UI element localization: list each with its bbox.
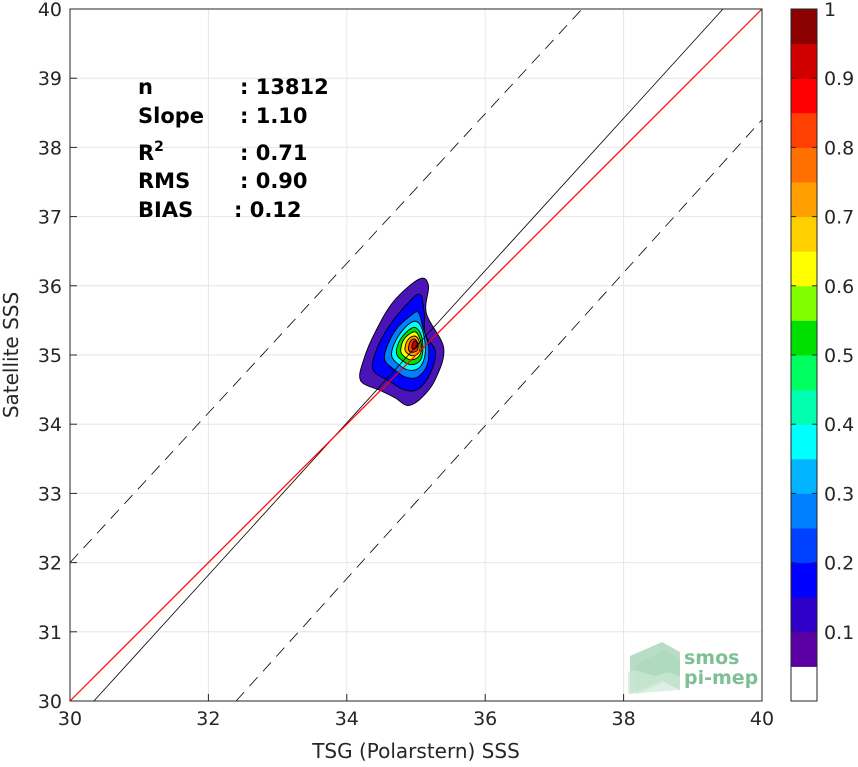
colorbar-tick-label: 0.6 bbox=[824, 276, 854, 298]
colorbar-swatch bbox=[791, 112, 817, 148]
stat-value-slope: : 1.10 bbox=[240, 104, 308, 128]
statistics-box: n : 13812 Slope : 1.10 R2 : 0.71 RMS : 0.90 BIAS… bbox=[138, 75, 329, 222]
stat-label-r: R2 bbox=[138, 139, 164, 165]
colorbar-tick-label: 0.4 bbox=[824, 414, 854, 436]
regression-line bbox=[93, 8, 724, 702]
watermark-text-smos: smos bbox=[684, 647, 739, 669]
colorbar-swatch bbox=[791, 251, 817, 287]
x-tick-label: 36 bbox=[473, 708, 497, 730]
colorbar-swatch bbox=[791, 78, 817, 114]
colorbar-swatch bbox=[791, 493, 817, 529]
stat-value-bias: : 0.12 bbox=[234, 198, 302, 222]
colorbar-tick-label: 1 bbox=[824, 0, 836, 21]
y-tick-label: 33 bbox=[38, 483, 62, 505]
stat-value-r: : 0.71 bbox=[240, 141, 308, 165]
y-axis-ticks: 30 31 32 33 34 35 36 37 38 39 40 bbox=[38, 0, 77, 713]
y-tick-label: 38 bbox=[38, 137, 62, 159]
stat-value-n: : 13812 bbox=[240, 75, 329, 99]
colorbar-swatch bbox=[791, 182, 817, 218]
stat-label-slope: Slope bbox=[138, 104, 204, 128]
colorbar-swatch bbox=[791, 355, 817, 391]
colorbar-tick-label: 0.7 bbox=[824, 207, 854, 229]
y-tick-label: 40 bbox=[38, 0, 62, 21]
x-tick-label: 32 bbox=[196, 708, 220, 730]
x-tick-label: 40 bbox=[750, 708, 774, 730]
x-tick-label: 38 bbox=[612, 708, 636, 730]
colorbar-tick-label: 0.9 bbox=[824, 68, 854, 90]
colorbar-swatch bbox=[791, 43, 817, 79]
watermark-text-pimep: pi-mep bbox=[684, 667, 758, 689]
watermark-logo: smos pi-mep bbox=[628, 642, 758, 694]
y-tick-label: 36 bbox=[38, 276, 62, 298]
colorbar-swatch bbox=[791, 216, 817, 252]
upper-dashed-line bbox=[69, 8, 583, 563]
colorbar-swatch bbox=[791, 597, 817, 633]
colorbar-swatch bbox=[791, 528, 817, 564]
colorbar-swatch bbox=[791, 631, 817, 667]
y-tick-label: 39 bbox=[38, 68, 62, 90]
stat-label-n: n bbox=[138, 75, 153, 99]
colorbar-swatch bbox=[791, 424, 817, 460]
x-axis-label: TSG (Polarstern) SSS bbox=[311, 739, 520, 763]
reference-lines bbox=[69, 8, 763, 702]
lower-dashed-line bbox=[235, 119, 763, 702]
colorbar-tick-label: 0.1 bbox=[824, 622, 854, 644]
grid bbox=[69, 8, 763, 702]
stat-label-superscript: 2 bbox=[154, 139, 164, 155]
y-tick-label: 34 bbox=[38, 414, 62, 436]
y-tick-label: 37 bbox=[38, 207, 62, 229]
colorbar-swatch bbox=[791, 285, 817, 321]
colorbar-swatch bbox=[791, 320, 817, 356]
y-tick-label: 35 bbox=[38, 345, 62, 367]
stat-label-rms: RMS bbox=[138, 169, 190, 193]
colorbar-swatch bbox=[791, 147, 817, 183]
colorbar-tick-label: 0.8 bbox=[824, 137, 854, 159]
colorbar-swatch bbox=[791, 458, 817, 494]
colorbar-swatch bbox=[791, 9, 817, 45]
colorbar-swatch bbox=[791, 562, 817, 598]
colorbar-tick-label: 0.5 bbox=[824, 345, 854, 367]
x-tick-label: 30 bbox=[58, 708, 82, 730]
watermark-icon bbox=[628, 642, 680, 694]
y-tick-label: 31 bbox=[38, 622, 62, 644]
x-tick-label: 34 bbox=[335, 708, 359, 730]
colorbar-swatch bbox=[791, 666, 817, 702]
colorbar-swatch bbox=[791, 389, 817, 425]
colorbar: 0.1 0.2 0.3 0.4 0.5 0.6 0.7 0.8 0.9 1 bbox=[790, 0, 854, 702]
density-contours bbox=[359, 277, 445, 406]
colorbar-tick-label: 0.3 bbox=[824, 483, 854, 505]
y-tick-label: 30 bbox=[38, 691, 62, 713]
identity-line bbox=[69, 8, 763, 702]
colorbar-tick-label: 0.2 bbox=[824, 553, 854, 575]
y-tick-label: 32 bbox=[38, 553, 62, 575]
stat-label-bias: BIAS bbox=[138, 198, 193, 222]
y-axis-label: Satellite SSS bbox=[0, 292, 23, 418]
stat-value-rms: : 0.90 bbox=[240, 169, 308, 193]
x-axis-ticks: 30 32 34 36 38 40 bbox=[58, 694, 774, 730]
